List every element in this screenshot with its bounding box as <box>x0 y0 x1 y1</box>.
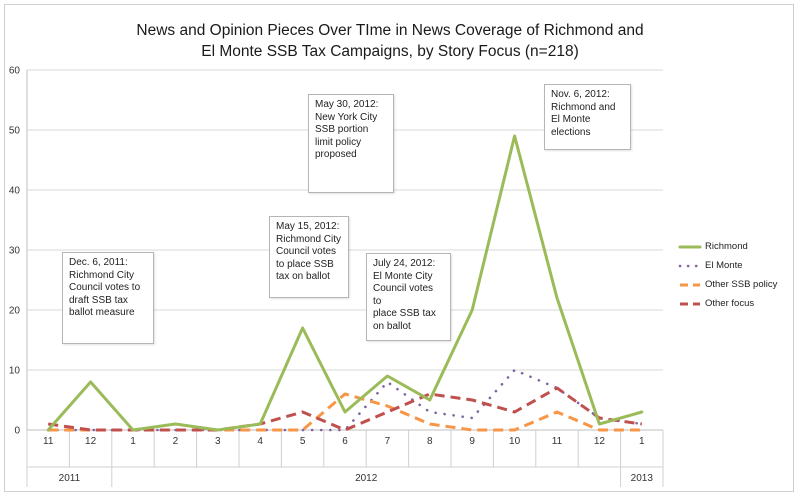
y-tick-label: 60 <box>9 66 21 77</box>
chart-title: News and Opinion Pieces Over TIme in New… <box>100 20 680 62</box>
y-tick-label: 20 <box>9 306 21 317</box>
year-label: 2012 <box>355 473 378 484</box>
y-tick-label: 0 <box>14 426 20 437</box>
annotation-text: elections <box>551 126 591 138</box>
annotation-text: New York City <box>315 111 378 123</box>
y-tick-label: 40 <box>9 186 21 197</box>
annotation-text: Richmond City <box>69 269 135 281</box>
annotation-text: limit policy <box>315 136 362 148</box>
x-tick-label: 10 <box>509 436 521 447</box>
x-tick-label: 4 <box>257 436 263 447</box>
annotation-text: SSB portion <box>315 124 369 135</box>
annotation-text: to place SSB <box>276 258 334 270</box>
chart-title-line-1: News and Opinion Pieces Over TIme in New… <box>136 22 644 39</box>
annotation-text: Dec. 6, 2011: <box>69 257 128 268</box>
x-tick-label: 7 <box>385 436 391 447</box>
legend-label: Other focus <box>705 298 755 309</box>
annotation-text: El Monte <box>551 114 591 125</box>
x-tick-label: 9 <box>469 436 475 447</box>
annotation-text: on ballot <box>373 320 411 332</box>
annotation-box: May 15, 2012: Richmond City Council votes t… <box>269 216 349 298</box>
series-line-richmond <box>46 134 644 432</box>
x-tick-label: 8 <box>427 436 433 447</box>
legend-label: Other SSB policy <box>705 279 778 290</box>
annotation-text: Council votes to <box>373 283 434 307</box>
legend-swatch <box>678 264 702 268</box>
annotation-text: draft SSB tax <box>69 294 128 306</box>
x-tick-label: 1 <box>639 436 645 447</box>
series-line-other-focus <box>47 386 643 432</box>
y-tick-label: 10 <box>9 366 21 377</box>
x-tick-label: 11 <box>43 436 54 447</box>
year-label: 2011 <box>59 473 81 484</box>
x-tick-label: 2 <box>173 436 179 447</box>
annotation-text: El Monte City <box>373 270 433 282</box>
y-tick-label: 30 <box>9 246 21 257</box>
annotation-text: ballot measure <box>69 307 135 318</box>
annotation-box: Dec. 6, 2011: Richmond City Council votes … <box>62 252 154 344</box>
annotation-text: July 24, 2012: <box>373 258 436 269</box>
annotation-text: May 15, 2012: <box>276 221 340 232</box>
x-tick-label: 5 <box>300 436 306 447</box>
annotation-text: Council votes <box>276 246 337 257</box>
annotation-box: Nov. 6, 2012: Richmond and El Monte electio… <box>544 84 631 150</box>
annotation-text: May 30, 2012: <box>315 99 379 110</box>
legend-swatch <box>680 283 700 287</box>
x-tick-label: 6 <box>342 436 348 447</box>
y-axis: 0 10 20 30 40 50 60 <box>9 66 21 437</box>
annotation-text: Richmond City <box>276 233 342 245</box>
series-lines <box>46 134 644 432</box>
x-tick-label: 1 <box>130 436 136 447</box>
annotation-text: Richmond and <box>551 101 616 113</box>
series-line-el-monte <box>46 368 644 432</box>
annotation-text: Nov. 6, 2012: <box>551 89 610 100</box>
legend-label: Richmond <box>705 241 748 252</box>
legend-label: El Monte <box>705 260 743 271</box>
chart-title-line-2: El Monte SSB Tax Campaigns, by Story Foc… <box>201 43 579 60</box>
x-tick-label: 12 <box>85 436 97 447</box>
annotation-text: Council votes to <box>69 282 141 293</box>
annotation-box: July 24, 2012: El Monte City Council votes… <box>366 253 451 341</box>
y-tick-label: 50 <box>9 126 21 137</box>
x-tick-label: 12 <box>594 436 606 447</box>
chart-frame <box>4 4 794 492</box>
year-label: 2013 <box>631 473 654 484</box>
annotation-text: tax on ballot <box>276 271 330 282</box>
x-tick-label: 11 <box>552 436 563 447</box>
x-tick-label: 3 <box>215 436 221 447</box>
legend-swatch <box>680 302 700 306</box>
legend-swatch <box>678 245 702 249</box>
annotation-text: place SSB tax <box>373 308 436 319</box>
annotation-text: proposed <box>315 149 357 160</box>
annotation-box: May 30, 2012: New York City SSB portion lim… <box>308 94 394 193</box>
